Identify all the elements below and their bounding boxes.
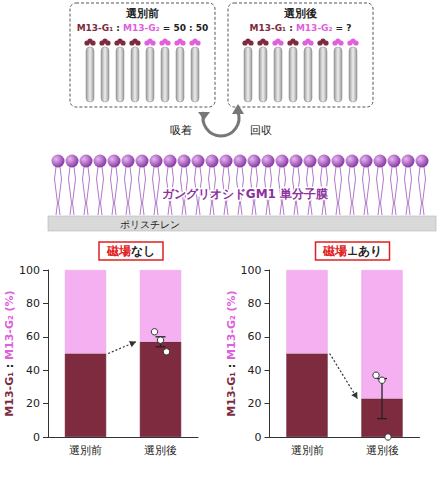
svg-text:60: 60 <box>248 330 262 343</box>
svg-text:なし: なし <box>131 244 155 258</box>
svg-text::: : <box>3 360 16 372</box>
svg-text:M13-G₁: M13-G₁ <box>225 372 238 417</box>
svg-text:ポリスチレン: ポリスチレン <box>120 219 180 230</box>
svg-text:回収: 回収 <box>250 124 272 137</box>
svg-text:吸着: 吸着 <box>170 124 192 137</box>
svg-text:M13-G₁: M13-G₁ <box>3 372 16 417</box>
svg-text::: : <box>225 360 238 372</box>
svg-text:20: 20 <box>26 397 40 410</box>
svg-text:選別後: 選別後 <box>144 444 177 457</box>
svg-text:選別後: 選別後 <box>366 444 399 457</box>
svg-text:磁場: 磁場 <box>322 244 347 258</box>
svg-text:40: 40 <box>26 364 40 377</box>
svg-text:選別前: 選別前 <box>291 444 324 457</box>
svg-text:60: 60 <box>26 330 40 343</box>
svg-text:20: 20 <box>248 397 262 410</box>
svg-text:40: 40 <box>248 364 262 377</box>
svg-text:80: 80 <box>248 297 262 310</box>
svg-text:0: 0 <box>255 431 262 444</box>
svg-text:選別後: 選別後 <box>283 7 317 20</box>
svg-text:選別前: 選別前 <box>125 7 159 20</box>
svg-text:M13-G₁ : M13-G₂ = ?: M13-G₁ : M13-G₂ = ? <box>249 23 351 33</box>
svg-text:M13-G₁ : M13-G₂ = 50 : 50: M13-G₁ : M13-G₂ = 50 : 50 <box>77 23 209 33</box>
svg-text:M13-G₂ (%): M13-G₂ (%) <box>225 290 238 360</box>
svg-text:100: 100 <box>19 264 40 277</box>
svg-text:選別前: 選別前 <box>69 444 102 457</box>
svg-text:M13-G₂ (%): M13-G₂ (%) <box>3 290 16 360</box>
svg-text:磁場: 磁場 <box>106 244 131 258</box>
svg-text:0: 0 <box>33 431 40 444</box>
svg-text:100: 100 <box>241 264 262 277</box>
svg-text:ガングリオシドGM1 単分子膜: ガングリオシドGM1 単分子膜 <box>162 187 328 201</box>
svg-text:80: 80 <box>26 297 40 310</box>
svg-text:⊥あり: ⊥あり <box>347 244 382 258</box>
